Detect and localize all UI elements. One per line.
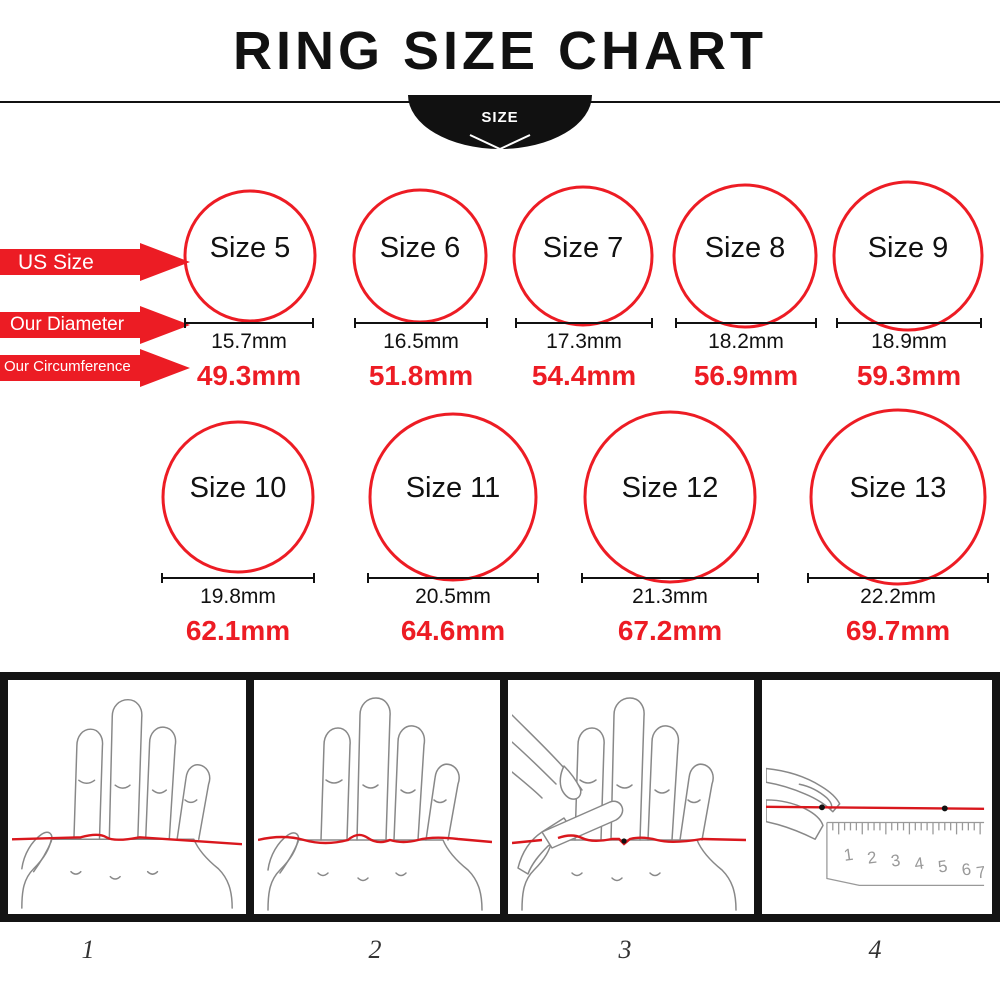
svg-text:7: 7 [975, 862, 987, 882]
svg-text:4: 4 [913, 854, 925, 874]
svg-text:1: 1 [842, 845, 854, 865]
svg-text:5: 5 [937, 856, 949, 876]
svg-text:3: 3 [890, 851, 902, 871]
svg-text:6: 6 [960, 859, 972, 879]
svg-text:2: 2 [866, 848, 878, 868]
